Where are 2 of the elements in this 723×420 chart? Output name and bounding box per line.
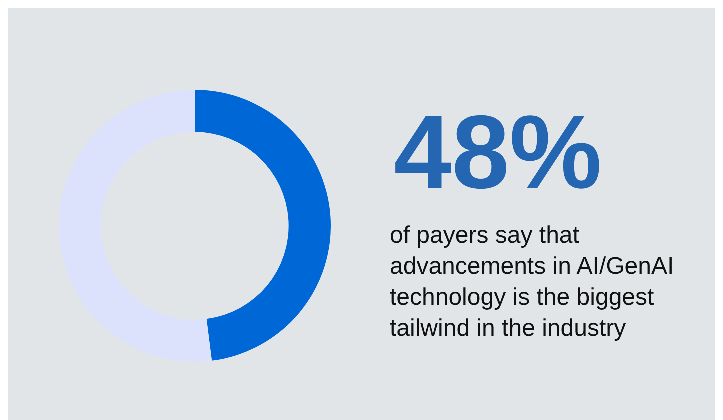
data-label: 48%: [394, 95, 602, 211]
text: of payers say that advancements in AI/GenAI technology is the biggest tailwind in the industry: [390, 221, 676, 344]
